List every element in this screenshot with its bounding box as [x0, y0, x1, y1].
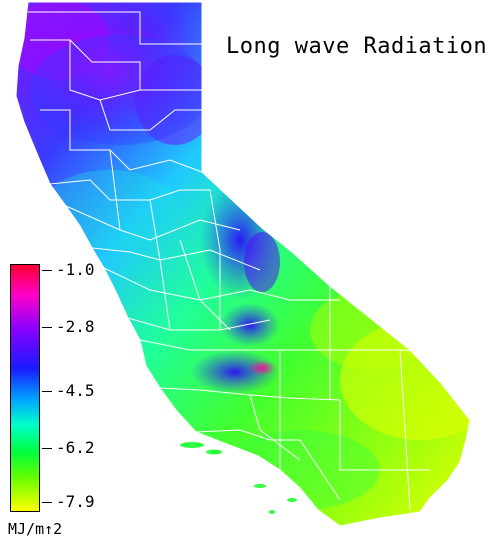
map-title: Long wave Radiation — [226, 34, 488, 59]
channel-islands — [180, 442, 297, 514]
state-outline — [15, 1, 471, 527]
tehachapi-zone — [220, 303, 280, 347]
county-borders — [28, 11, 441, 511]
